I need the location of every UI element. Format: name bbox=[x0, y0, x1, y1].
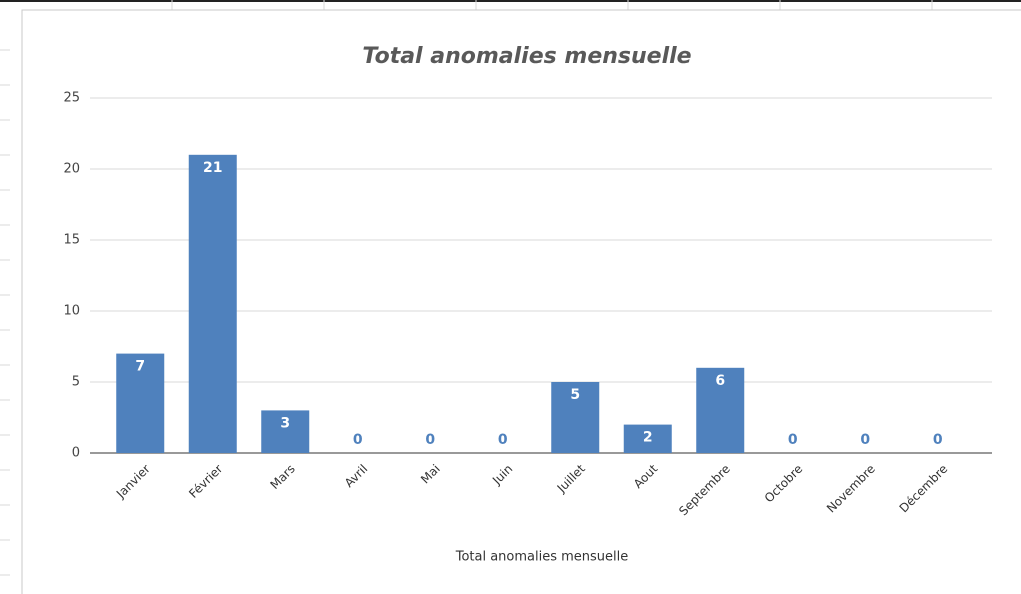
value-label: 21 bbox=[203, 160, 222, 176]
chart-title: Total anomalies mensuelle bbox=[362, 44, 691, 69]
value-label: 0 bbox=[425, 432, 435, 448]
value-label: 7 bbox=[135, 359, 145, 375]
bar bbox=[696, 367, 745, 453]
bar bbox=[188, 154, 237, 454]
y-tick-label: 0 bbox=[72, 446, 80, 461]
y-tick-label: 10 bbox=[63, 304, 80, 319]
y-tick-label: 25 bbox=[63, 91, 80, 106]
y-tick-label: 20 bbox=[63, 162, 80, 177]
y-tick-label: 15 bbox=[63, 233, 80, 248]
chart-area bbox=[21, 9, 1021, 594]
x-axis-label: Total anomalies mensuelle bbox=[455, 550, 629, 565]
sheet-grid bbox=[0, 0, 1021, 576]
value-label: 0 bbox=[498, 432, 508, 448]
bar bbox=[551, 382, 600, 453]
bar bbox=[261, 410, 310, 453]
value-label: 6 bbox=[715, 373, 725, 389]
bar bbox=[623, 424, 672, 453]
value-label: 0 bbox=[353, 432, 363, 448]
y-tick-label: 5 bbox=[72, 375, 80, 390]
value-label: 0 bbox=[788, 432, 798, 448]
value-label: 3 bbox=[280, 415, 290, 431]
value-label: 0 bbox=[933, 432, 943, 448]
value-label: 5 bbox=[570, 387, 580, 403]
value-label: 0 bbox=[860, 432, 870, 448]
value-label: 2 bbox=[643, 430, 653, 446]
bar bbox=[116, 353, 165, 453]
